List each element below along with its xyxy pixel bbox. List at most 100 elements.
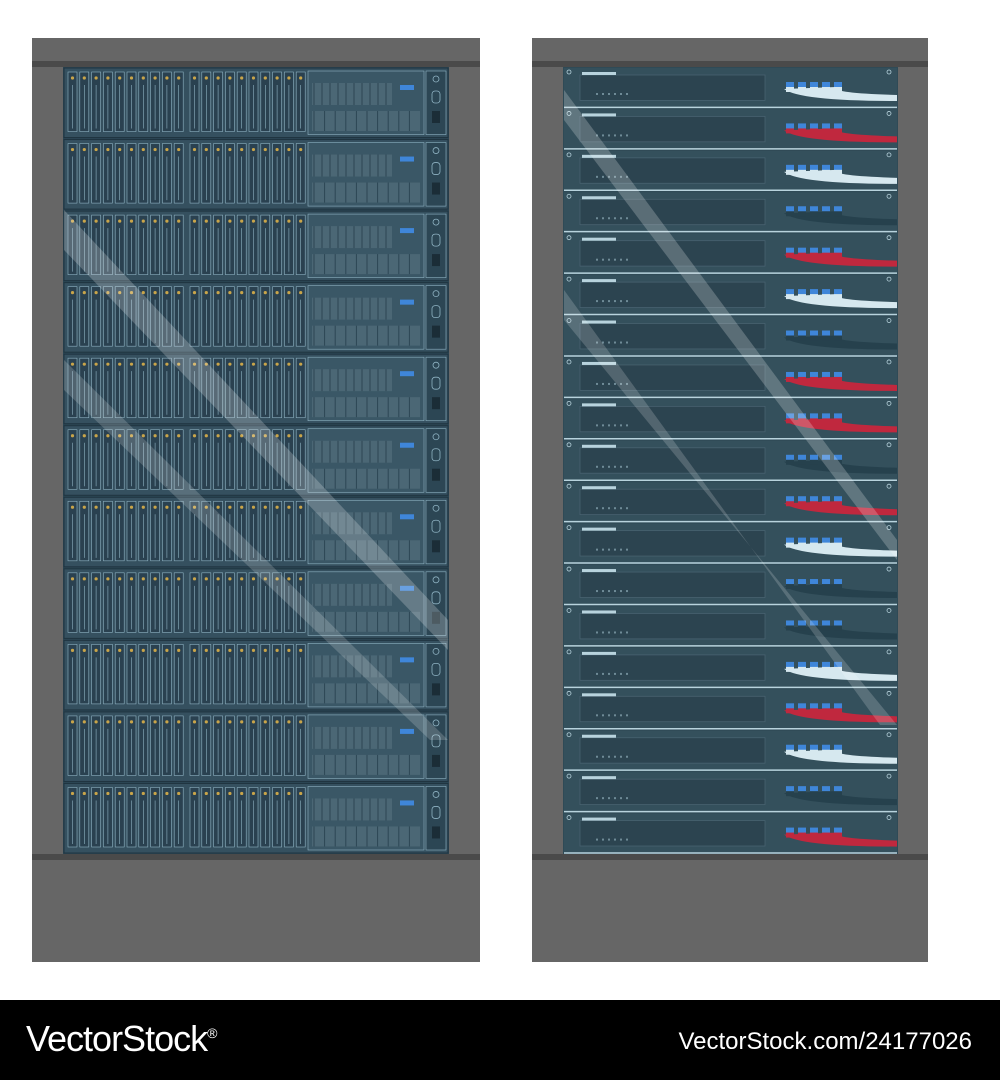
drive-led — [129, 505, 134, 509]
mount-screw — [566, 649, 572, 655]
vent-grille-bottom — [312, 254, 420, 275]
status-led — [608, 838, 610, 841]
drive-led — [204, 76, 208, 80]
ethernet-port — [810, 164, 818, 172]
status-indicator — [431, 376, 441, 390]
drive-led — [165, 791, 169, 796]
cable-plug — [822, 832, 830, 838]
cable-plug — [786, 294, 794, 300]
drive-led — [287, 791, 291, 796]
drive-led — [94, 505, 98, 509]
status-led — [608, 175, 610, 178]
drive-led — [94, 720, 98, 724]
storage-server-unit — [63, 282, 449, 353]
status-led — [626, 672, 628, 675]
status-indicator — [432, 111, 440, 123]
ethernet-port — [834, 744, 842, 752]
mount-screw — [566, 276, 572, 282]
ethernet-port — [822, 330, 830, 338]
vent-grille-bottom — [312, 182, 420, 203]
cable-plug — [822, 294, 830, 300]
status-led — [608, 714, 610, 717]
ethernet-port — [834, 371, 842, 379]
drive-led — [251, 720, 256, 724]
status-led — [608, 134, 610, 137]
cable-plug — [810, 169, 818, 175]
ethernet-port — [786, 164, 794, 172]
cable-plug — [786, 459, 794, 465]
status-indicator — [432, 468, 440, 481]
drive-led — [216, 362, 220, 366]
usb-port — [400, 299, 414, 305]
cable-plug — [810, 791, 818, 797]
ethernet-port — [834, 123, 842, 131]
drive-led — [165, 434, 169, 438]
cable-plug — [810, 584, 818, 590]
network-switch-unit — [564, 109, 897, 150]
drive-led — [216, 219, 220, 223]
cable-plug — [822, 625, 830, 631]
vent-grille-bottom — [312, 683, 420, 704]
ethernet-port — [834, 454, 842, 462]
drive-led — [287, 434, 291, 438]
cable-plug — [786, 625, 794, 631]
status-led — [608, 93, 610, 95]
network-switch-unit — [564, 772, 897, 813]
drive-led — [251, 76, 256, 80]
ethernet-port — [834, 827, 842, 835]
status-led — [608, 548, 610, 551]
drive-led — [299, 147, 303, 152]
status-led — [620, 424, 622, 427]
mount-screw — [566, 525, 572, 531]
vent-grille-top — [312, 226, 392, 249]
switch-label-area — [579, 281, 766, 308]
status-led — [620, 548, 622, 551]
mount-screw — [886, 649, 892, 655]
drive-led — [82, 434, 86, 438]
drive-led — [240, 791, 244, 796]
status-led — [614, 548, 616, 551]
drive-led — [165, 505, 169, 509]
vectorstock-logo: VectorStock® — [26, 1018, 217, 1060]
network-switch-unit — [564, 440, 897, 481]
drive-led — [94, 362, 98, 366]
power-button — [432, 647, 440, 655]
drive-led — [275, 648, 279, 652]
vent-grille-top — [312, 798, 392, 821]
status-led — [614, 590, 616, 593]
status-led — [626, 714, 628, 717]
drive-led — [153, 76, 157, 80]
drive-led — [177, 648, 181, 652]
drive-led — [177, 434, 181, 438]
status-led — [614, 631, 616, 634]
drive-led — [118, 291, 122, 295]
switch-label-area — [579, 240, 766, 267]
cable-plug — [810, 542, 818, 548]
ethernet-port — [810, 289, 818, 297]
storage-server-unit — [63, 210, 449, 282]
mount-screw — [886, 773, 892, 779]
ethernet-port — [822, 703, 830, 711]
ethernet-port — [786, 786, 794, 794]
ethernet-port — [822, 661, 830, 669]
network-switch-rack — [532, 38, 928, 962]
drive-led — [118, 720, 122, 724]
ethernet-port — [822, 247, 830, 255]
drive-led — [129, 648, 134, 652]
storage-server-unit — [63, 139, 449, 210]
ethernet-port — [798, 620, 806, 628]
mount-screw — [566, 193, 572, 199]
ethernet-port — [810, 703, 818, 711]
ethernet-port — [834, 247, 842, 255]
network-switch-unit — [564, 606, 897, 647]
cable-plug — [834, 169, 842, 175]
mount-screw — [886, 400, 892, 406]
drive-led — [192, 147, 197, 152]
ethernet-port — [810, 330, 818, 338]
ethernet-port — [810, 661, 818, 669]
cable-plug — [786, 252, 794, 258]
usb-port — [400, 442, 414, 448]
mount-screw — [566, 566, 572, 572]
drive-led — [228, 219, 232, 223]
cable-plug — [798, 666, 806, 672]
